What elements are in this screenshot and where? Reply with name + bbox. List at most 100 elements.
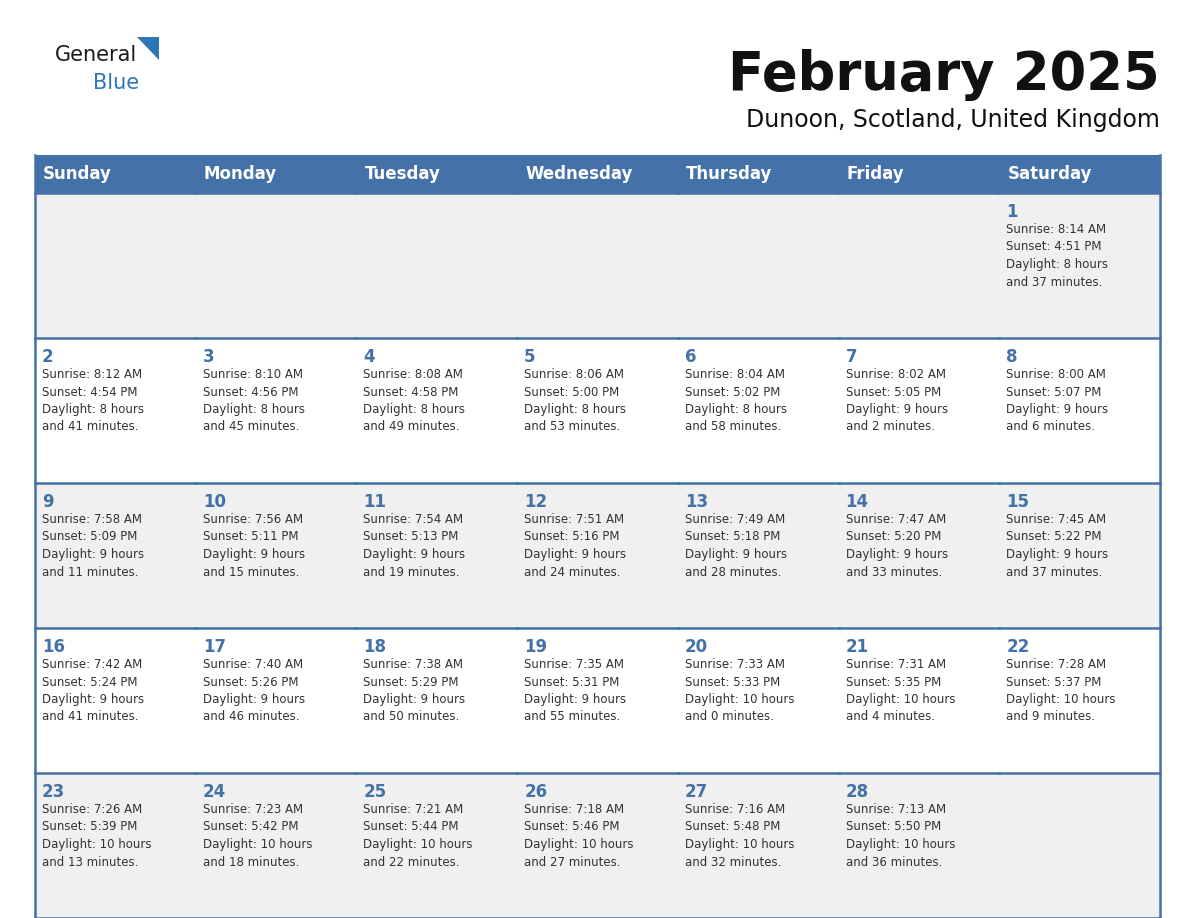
Text: Daylight: 8 hours: Daylight: 8 hours (203, 403, 304, 416)
Text: and 2 minutes.: and 2 minutes. (846, 420, 935, 433)
Bar (356, 483, 517, 628)
Bar (34, 773, 196, 918)
Text: Monday: Monday (203, 165, 277, 183)
Text: 8: 8 (1006, 348, 1018, 366)
Bar (196, 155, 356, 193)
Text: and 33 minutes.: and 33 minutes. (846, 565, 942, 578)
Text: and 55 minutes.: and 55 minutes. (524, 711, 620, 723)
Text: and 41 minutes.: and 41 minutes. (42, 711, 139, 723)
Text: and 58 minutes.: and 58 minutes. (684, 420, 781, 433)
Text: Sunset: 5:20 PM: Sunset: 5:20 PM (846, 531, 941, 543)
Text: 7: 7 (846, 348, 858, 366)
Bar (678, 483, 839, 628)
Text: Sunrise: 7:18 AM: Sunrise: 7:18 AM (524, 803, 624, 816)
Text: Sunset: 5:05 PM: Sunset: 5:05 PM (846, 386, 941, 398)
Bar (34, 193, 196, 338)
Text: Daylight: 8 hours: Daylight: 8 hours (1006, 258, 1108, 271)
Text: Sunrise: 7:47 AM: Sunrise: 7:47 AM (846, 513, 946, 526)
Text: and 4 minutes.: and 4 minutes. (846, 711, 935, 723)
Text: Daylight: 9 hours: Daylight: 9 hours (364, 693, 466, 706)
Text: Sunrise: 7:51 AM: Sunrise: 7:51 AM (524, 513, 624, 526)
Text: Sunset: 5:07 PM: Sunset: 5:07 PM (1006, 386, 1101, 398)
Text: Sunrise: 7:23 AM: Sunrise: 7:23 AM (203, 803, 303, 816)
Text: Sunrise: 7:45 AM: Sunrise: 7:45 AM (1006, 513, 1106, 526)
Text: and 49 minutes.: and 49 minutes. (364, 420, 460, 433)
Text: Sunrise: 7:58 AM: Sunrise: 7:58 AM (42, 513, 143, 526)
Text: and 46 minutes.: and 46 minutes. (203, 711, 299, 723)
Text: and 53 minutes.: and 53 minutes. (524, 420, 620, 433)
Text: and 13 minutes.: and 13 minutes. (42, 856, 138, 868)
Text: 13: 13 (684, 493, 708, 511)
Text: Thursday: Thursday (685, 165, 772, 183)
Text: Daylight: 10 hours: Daylight: 10 hours (684, 838, 795, 851)
Text: and 24 minutes.: and 24 minutes. (524, 565, 620, 578)
Text: Daylight: 9 hours: Daylight: 9 hours (524, 548, 626, 561)
Text: Daylight: 10 hours: Daylight: 10 hours (684, 693, 795, 706)
Text: Sunrise: 7:56 AM: Sunrise: 7:56 AM (203, 513, 303, 526)
Text: Daylight: 10 hours: Daylight: 10 hours (846, 693, 955, 706)
Text: Sunset: 5:42 PM: Sunset: 5:42 PM (203, 821, 298, 834)
Text: Sunrise: 8:14 AM: Sunrise: 8:14 AM (1006, 223, 1106, 236)
Text: and 22 minutes.: and 22 minutes. (364, 856, 460, 868)
Text: Wednesday: Wednesday (525, 165, 632, 183)
Text: Sunrise: 7:16 AM: Sunrise: 7:16 AM (684, 803, 785, 816)
Bar (356, 193, 517, 338)
Text: Sunset: 5:46 PM: Sunset: 5:46 PM (524, 821, 620, 834)
Text: Sunset: 5:16 PM: Sunset: 5:16 PM (524, 531, 620, 543)
Text: Daylight: 9 hours: Daylight: 9 hours (203, 693, 305, 706)
Text: Daylight: 10 hours: Daylight: 10 hours (203, 838, 312, 851)
Text: Daylight: 9 hours: Daylight: 9 hours (42, 693, 144, 706)
Bar (839, 483, 999, 628)
Text: 10: 10 (203, 493, 226, 511)
Text: Sunrise: 8:00 AM: Sunrise: 8:00 AM (1006, 368, 1106, 381)
Text: and 27 minutes.: and 27 minutes. (524, 856, 620, 868)
Text: Sunrise: 7:42 AM: Sunrise: 7:42 AM (42, 658, 143, 671)
Text: Sunrise: 7:40 AM: Sunrise: 7:40 AM (203, 658, 303, 671)
Text: Daylight: 10 hours: Daylight: 10 hours (42, 838, 152, 851)
Text: Sunset: 4:56 PM: Sunset: 4:56 PM (203, 386, 298, 398)
Text: Sunrise: 7:49 AM: Sunrise: 7:49 AM (684, 513, 785, 526)
Text: 4: 4 (364, 348, 375, 366)
Text: Sunset: 4:51 PM: Sunset: 4:51 PM (1006, 241, 1101, 253)
Text: 18: 18 (364, 638, 386, 656)
Text: Daylight: 9 hours: Daylight: 9 hours (1006, 403, 1108, 416)
Text: Sunset: 5:29 PM: Sunset: 5:29 PM (364, 676, 459, 688)
Text: and 41 minutes.: and 41 minutes. (42, 420, 139, 433)
Text: Daylight: 9 hours: Daylight: 9 hours (846, 548, 948, 561)
Bar (34, 628, 196, 773)
Text: Daylight: 9 hours: Daylight: 9 hours (684, 548, 786, 561)
Text: Sunrise: 7:21 AM: Sunrise: 7:21 AM (364, 803, 463, 816)
Text: Sunday: Sunday (43, 165, 112, 183)
Text: and 19 minutes.: and 19 minutes. (364, 565, 460, 578)
Text: Sunset: 5:00 PM: Sunset: 5:00 PM (524, 386, 619, 398)
Bar (839, 338, 999, 483)
Bar (356, 338, 517, 483)
Text: 19: 19 (524, 638, 548, 656)
Text: and 50 minutes.: and 50 minutes. (364, 711, 460, 723)
Text: and 37 minutes.: and 37 minutes. (1006, 565, 1102, 578)
Text: Sunset: 5:02 PM: Sunset: 5:02 PM (684, 386, 781, 398)
Bar (356, 155, 517, 193)
Bar (196, 628, 356, 773)
Text: 25: 25 (364, 783, 386, 801)
Text: Daylight: 10 hours: Daylight: 10 hours (524, 838, 633, 851)
Text: Daylight: 9 hours: Daylight: 9 hours (1006, 548, 1108, 561)
Text: Daylight: 8 hours: Daylight: 8 hours (524, 403, 626, 416)
Bar (999, 483, 1159, 628)
Bar (678, 193, 839, 338)
Bar (839, 193, 999, 338)
Text: Daylight: 8 hours: Daylight: 8 hours (364, 403, 466, 416)
Text: 17: 17 (203, 638, 226, 656)
Text: Blue: Blue (93, 73, 139, 93)
Text: Friday: Friday (847, 165, 904, 183)
Text: Sunrise: 7:31 AM: Sunrise: 7:31 AM (846, 658, 946, 671)
Bar (34, 483, 196, 628)
Text: 26: 26 (524, 783, 548, 801)
Text: Sunrise: 8:02 AM: Sunrise: 8:02 AM (846, 368, 946, 381)
Bar (196, 338, 356, 483)
Text: Sunrise: 7:35 AM: Sunrise: 7:35 AM (524, 658, 624, 671)
Text: Daylight: 9 hours: Daylight: 9 hours (203, 548, 305, 561)
Polygon shape (137, 37, 159, 60)
Text: Tuesday: Tuesday (365, 165, 441, 183)
Bar (839, 155, 999, 193)
